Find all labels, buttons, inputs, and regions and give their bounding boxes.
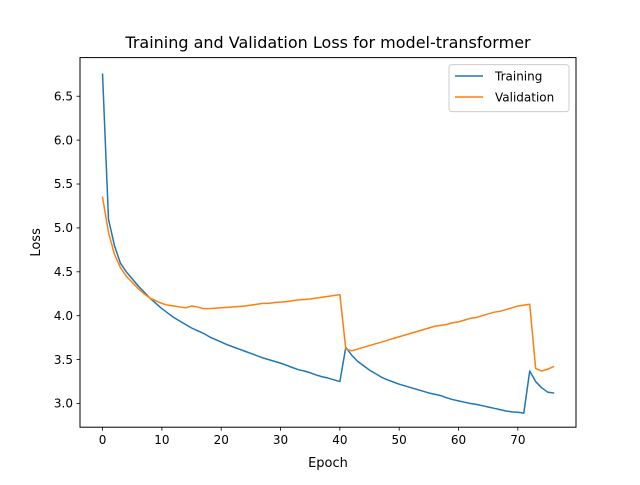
y-tick-label: 6.5 — [54, 89, 73, 103]
x-axis-ticks: 0 10 20 30 40 50 60 70 — [99, 427, 525, 447]
series-line-validation — [101, 196, 555, 372]
x-tick-label: 70 — [510, 433, 525, 447]
y-tick-label: 6.0 — [54, 133, 73, 147]
x-tick-label: 30 — [273, 433, 288, 447]
axes-frame — [79, 57, 577, 428]
legend: Training Validation — [448, 64, 570, 113]
y-tick-label: 3.0 — [54, 397, 73, 411]
x-tick-label: 20 — [214, 433, 229, 447]
y-tick-label: 5.5 — [54, 177, 73, 191]
series-line-training — [101, 73, 555, 414]
legend-label-validation: Validation — [495, 91, 554, 105]
x-axis-label: Epoch — [308, 456, 348, 471]
y-axis-ticks: 3.0 3.5 4.0 4.5 5.0 5.5 6.0 6.5 — [54, 89, 80, 411]
y-tick-label: 3.5 — [54, 353, 73, 367]
x-tick-label: 10 — [154, 433, 169, 447]
chart-title: Training and Validation Loss for model-t… — [124, 33, 531, 52]
plot-lines — [101, 73, 555, 414]
y-tick-label: 4.0 — [54, 309, 73, 323]
y-axis-label: Loss — [29, 228, 44, 257]
legend-label-training: Training — [494, 70, 542, 84]
x-tick-label: 40 — [332, 433, 347, 447]
y-tick-label: 4.5 — [54, 265, 73, 279]
x-tick-label: 0 — [99, 433, 107, 447]
x-tick-label: 50 — [392, 433, 407, 447]
x-tick-label: 60 — [451, 433, 466, 447]
y-tick-label: 5.0 — [54, 221, 73, 235]
